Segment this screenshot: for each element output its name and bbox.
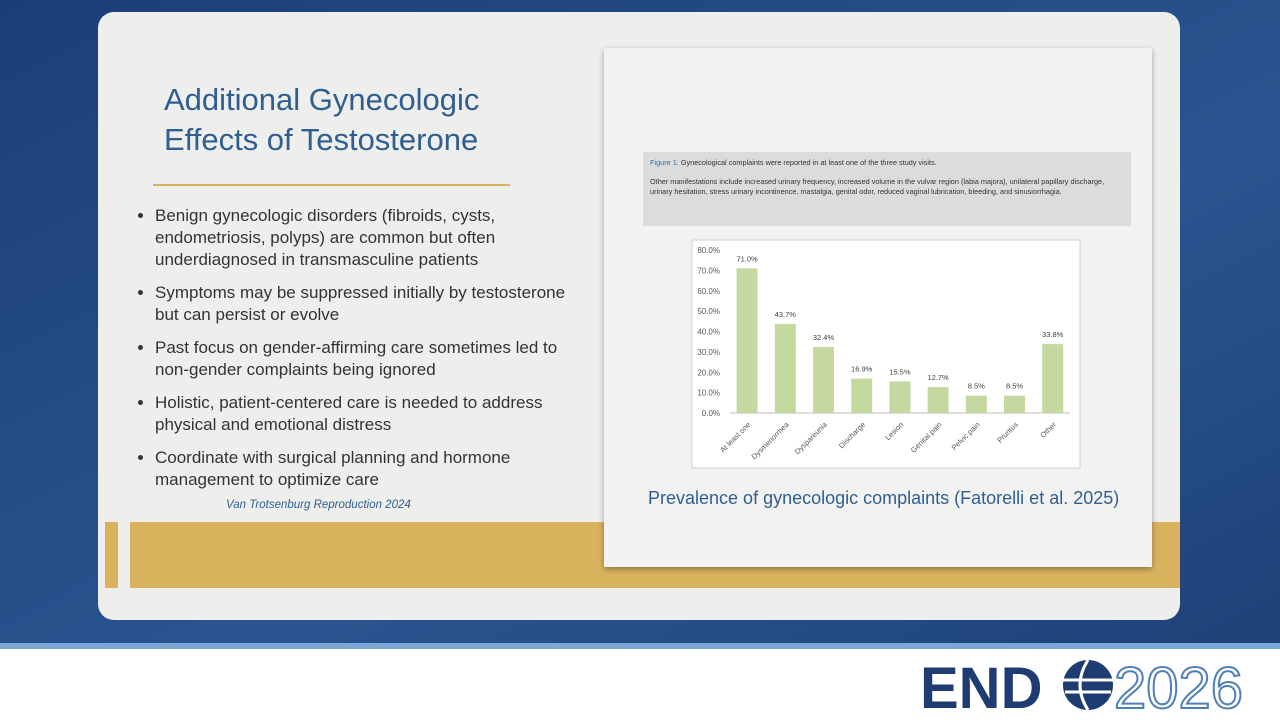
bullet: Benign gynecologic disorders (fibroids, … xyxy=(155,205,575,271)
value-label: 43.7% xyxy=(775,310,797,319)
figure-title: Prevalence of gynecologic complaints (Fa… xyxy=(648,488,1120,508)
value-label: 32.4% xyxy=(813,333,835,342)
bar xyxy=(889,381,911,413)
value-label: 8.5% xyxy=(1006,382,1023,391)
y-tick-label: 30.0% xyxy=(697,348,720,357)
bullet: Holistic, patient-centered care is neede… xyxy=(155,392,575,436)
y-tick-label: 10.0% xyxy=(697,389,720,398)
figure-label: Figure 1. xyxy=(650,158,679,167)
bullet: Symptoms may be suppressed initially by … xyxy=(155,282,575,326)
bullet: Coordinate with surgical planning and ho… xyxy=(155,447,575,491)
logo-left: END xyxy=(920,656,1042,720)
figure-caption-box: Figure 1. Gynecological complaints were … xyxy=(643,152,1131,226)
logo-globe xyxy=(1063,660,1113,710)
divider xyxy=(0,643,1280,649)
y-tick-label: 70.0% xyxy=(697,266,720,275)
value-label: 16.9% xyxy=(851,365,873,374)
bar xyxy=(774,323,796,413)
bullet: Past focus on gender-affirming care some… xyxy=(155,337,575,381)
title-line: Effects of Testosterone xyxy=(164,122,479,157)
bar xyxy=(1042,344,1064,413)
value-label: 12.7% xyxy=(927,373,949,382)
y-tick-label: 50.0% xyxy=(697,307,720,316)
bar xyxy=(736,268,758,413)
y-tick-label: 60.0% xyxy=(697,287,720,296)
y-tick-label: 80.0% xyxy=(697,246,720,255)
bar xyxy=(813,346,834,413)
value-label: 15.5% xyxy=(889,367,911,376)
logo-right: 2026 xyxy=(1114,656,1243,720)
value-label: 8.5% xyxy=(968,382,985,391)
caption-text: Gynecological complaints were reported i… xyxy=(680,158,937,167)
bar xyxy=(965,395,987,413)
logo-globe-lines xyxy=(1063,659,1113,711)
bar xyxy=(927,387,949,413)
bar xyxy=(851,378,873,413)
accent xyxy=(105,522,118,588)
y-tick-label: 0.0% xyxy=(702,409,720,418)
title-line: Additional Gynecologic xyxy=(164,82,480,117)
y-tick-label: 20.0% xyxy=(697,368,720,377)
figure-caption: Figure 1. Gynecological complaints were … xyxy=(650,158,1124,169)
value-label: 33.8% xyxy=(1042,330,1064,339)
slide-title: Additional Gynecologic Effects of Testos… xyxy=(164,80,479,160)
value-label: 71.0% xyxy=(736,254,758,263)
bar xyxy=(1004,395,1025,413)
y-tick-label: 40.0% xyxy=(697,328,720,337)
citation: Van Trotsenburg Reproduction 2024 xyxy=(226,499,411,511)
bullet-list: Benign gynecologic disorders (fibroids, … xyxy=(133,205,575,502)
figure-note: Other manifestations include increased u… xyxy=(650,176,1105,197)
